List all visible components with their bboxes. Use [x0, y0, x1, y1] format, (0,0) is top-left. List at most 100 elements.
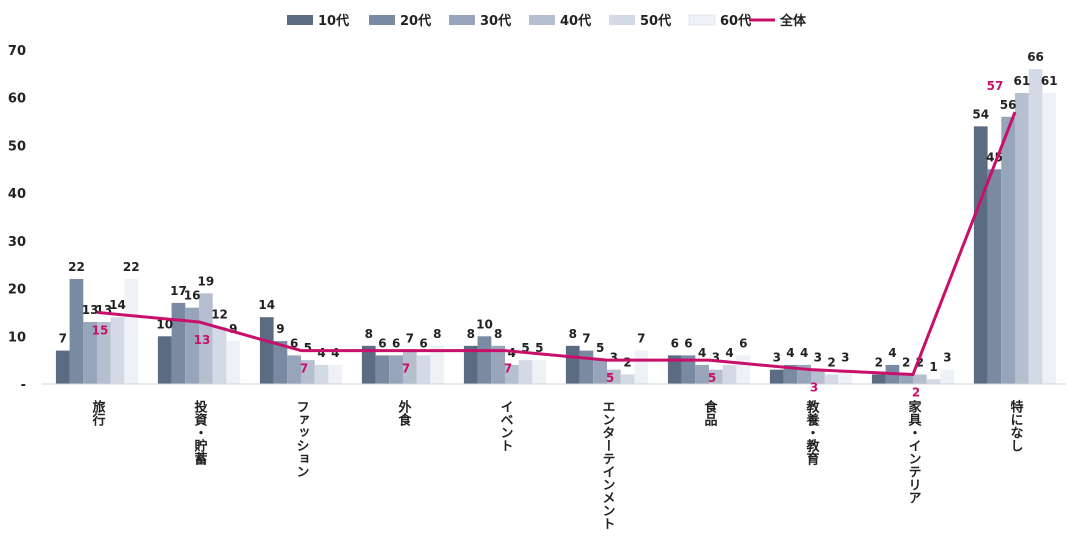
- bar: [899, 374, 913, 384]
- bars: [42, 69, 1066, 385]
- y-tick-label: 30: [8, 235, 26, 250]
- legend-label: 10代: [318, 13, 349, 29]
- bar: [477, 336, 492, 384]
- bar-value-label: 22: [68, 260, 85, 274]
- bar: [769, 369, 784, 384]
- x-category-label: 教養・教育: [804, 399, 821, 466]
- bar: [416, 355, 431, 384]
- bar-value-label: 6: [419, 336, 427, 350]
- bar: [987, 169, 1002, 384]
- line-value-label: 13: [194, 333, 211, 347]
- legend-swatch: [287, 15, 313, 25]
- x-category-label: 食品: [702, 399, 718, 427]
- bar: [681, 355, 696, 384]
- bar: [110, 317, 125, 384]
- bar-value-label: 9: [276, 322, 284, 336]
- bar: [940, 369, 955, 384]
- bar: [634, 350, 649, 384]
- bar-value-label: 19: [197, 274, 214, 288]
- bar: [695, 364, 709, 384]
- line-value-label: 57: [987, 79, 1004, 93]
- bar: [375, 355, 390, 384]
- legend-label: 全体: [779, 13, 807, 29]
- legend-label: 40代: [560, 13, 591, 29]
- bar: [124, 279, 139, 384]
- y-axis: - 10 20 30 40 50 60 70: [8, 44, 26, 393]
- bar: [973, 126, 988, 384]
- y-tick-label: 40: [8, 187, 26, 202]
- line-value-label: 5: [606, 371, 614, 385]
- legend-swatch: [609, 15, 635, 25]
- bar-value-label: 13: [82, 303, 99, 317]
- bar-value-label: 1: [929, 360, 937, 374]
- bar-value-label: 66: [1027, 50, 1044, 64]
- bar-value-label: 3: [841, 351, 849, 365]
- bar: [226, 341, 241, 384]
- bar: [361, 345, 376, 384]
- bar: [259, 317, 274, 384]
- bar-value-label: 17: [170, 284, 187, 298]
- bar: [463, 345, 478, 384]
- x-category-label: ファッション: [294, 400, 309, 478]
- line-value-label: 7: [504, 362, 512, 376]
- x-category-label: 外食: [396, 399, 413, 427]
- bar: [157, 336, 172, 384]
- bar: [667, 355, 682, 384]
- bar: [1001, 116, 1015, 385]
- bar: [171, 302, 186, 384]
- bar-value-label: 61: [1041, 74, 1058, 88]
- bar-value-label: 5: [521, 341, 529, 355]
- y-tick-label: 60: [8, 92, 26, 107]
- bar-value-label: 4: [800, 346, 808, 360]
- total-line-path: [96, 111, 1017, 376]
- bar-value-label: 56: [1000, 98, 1017, 112]
- bar-value-label: 6: [739, 336, 747, 350]
- bar: [926, 379, 941, 384]
- y-tick-label: 50: [8, 139, 26, 154]
- line-value-label: 2: [912, 385, 920, 399]
- bar: [301, 360, 315, 384]
- legend: 10代 20代 30代 40代 50代 60代 全体: [287, 13, 807, 29]
- bar-value-label: 5: [596, 341, 604, 355]
- bar: [593, 360, 607, 384]
- bar: [403, 350, 417, 384]
- bar: [565, 345, 580, 384]
- bar: [314, 364, 329, 384]
- bar: [97, 321, 111, 384]
- line-value-label: 7: [402, 362, 410, 376]
- bar-value-label: 2: [827, 355, 835, 369]
- line-value-label: 3: [810, 381, 818, 395]
- bar: [55, 350, 70, 384]
- bar-value-label: 4: [786, 346, 794, 360]
- bar-value-label: 2: [623, 355, 631, 369]
- bar: [212, 326, 227, 384]
- bar-value-label: 6: [290, 336, 298, 350]
- bar-value-label: 4: [331, 346, 339, 360]
- bar-value-label: 5: [535, 341, 543, 355]
- bar: [1015, 92, 1029, 384]
- bar: [389, 355, 403, 384]
- bar: [579, 350, 594, 384]
- bar-value-label: 3: [773, 351, 781, 365]
- bar-value-label: 4: [698, 346, 706, 360]
- bar-value-label: 4: [317, 346, 325, 360]
- bar-value-label: 8: [433, 327, 441, 341]
- x-category-label: エンターテインメント: [600, 400, 616, 530]
- bar-value-label: 2: [875, 355, 883, 369]
- bar-value-label: 8: [365, 327, 373, 341]
- bar-value-label: 3: [712, 351, 720, 365]
- x-category-label: 旅行: [90, 399, 107, 427]
- bar: [430, 345, 445, 384]
- bar-value-label: 3: [814, 351, 822, 365]
- bar: [722, 364, 737, 384]
- bar: [518, 360, 533, 384]
- bar-value-label: 14: [109, 298, 126, 312]
- bar-value-label: 7: [637, 332, 645, 346]
- bar-value-label: 61: [1013, 74, 1030, 88]
- bar: [607, 369, 621, 384]
- bar-value-label: 6: [378, 336, 386, 350]
- bar-value-label: 4: [888, 346, 896, 360]
- x-category-label: イベント: [498, 400, 514, 452]
- bar: [838, 369, 853, 384]
